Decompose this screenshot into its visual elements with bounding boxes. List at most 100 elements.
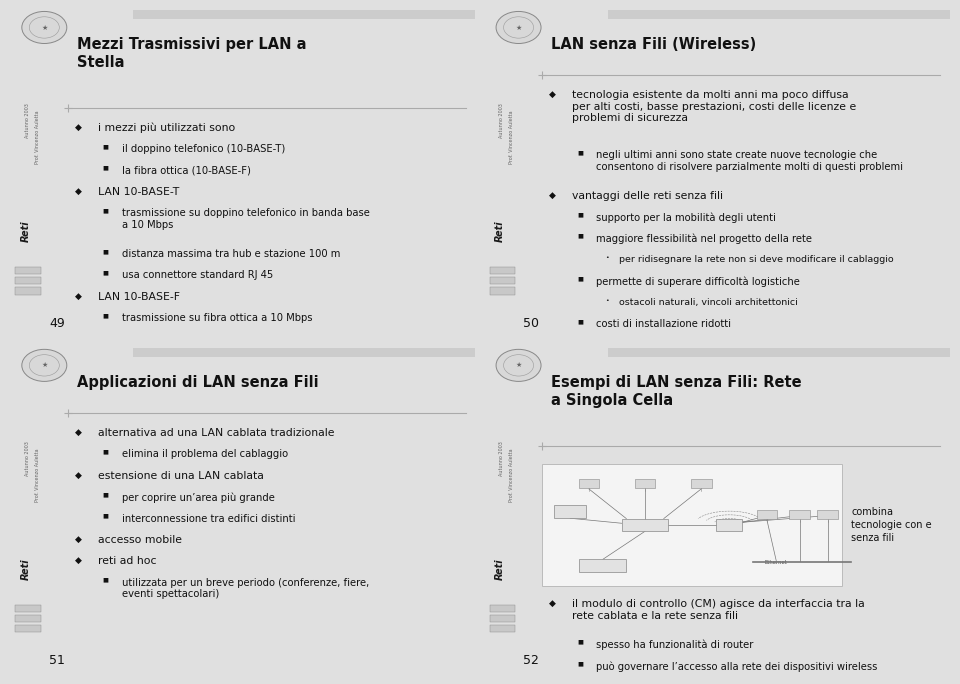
Text: combina
tecnologie con e
senza fili: combina tecnologie con e senza fili <box>852 507 932 543</box>
Text: vantaggi delle reti senza fili: vantaggi delle reti senza fili <box>572 191 724 201</box>
Text: ◆: ◆ <box>75 471 82 480</box>
Bar <box>15 625 41 633</box>
Text: i mezzi più utilizzati sono: i mezzi più utilizzati sono <box>98 123 235 133</box>
Text: ◆: ◆ <box>549 90 556 99</box>
Text: negli ultimi anni sono state create nuove tecnologie che
consentono di risolvere: negli ultimi anni sono state create nuov… <box>596 150 902 172</box>
Bar <box>716 519 742 531</box>
Text: Mezzi Trasmissivi per LAN a
Stella: Mezzi Trasmissivi per LAN a Stella <box>77 38 306 70</box>
Text: ◆: ◆ <box>75 123 82 132</box>
Bar <box>490 605 516 612</box>
Text: trasmissione su doppino telefonico in banda base
a 10 Mbps: trasmissione su doppino telefonico in ba… <box>122 209 370 230</box>
Text: ■: ■ <box>577 213 583 218</box>
Text: ■: ■ <box>103 578 108 583</box>
Text: estensione di una LAN cablata: estensione di una LAN cablata <box>98 471 264 481</box>
Text: 49: 49 <box>49 317 64 330</box>
Text: ◆: ◆ <box>549 599 556 608</box>
Bar <box>608 10 949 19</box>
Text: la fibra ottica (10-BASE-F): la fibra ottica (10-BASE-F) <box>122 166 251 176</box>
Text: ◆: ◆ <box>75 187 82 196</box>
Text: supporto per la mobilità degli utenti: supporto per la mobilità degli utenti <box>596 213 776 223</box>
Text: ■: ■ <box>577 234 583 239</box>
Text: LAN senza Fili (Wireless): LAN senza Fili (Wireless) <box>551 38 756 53</box>
Text: ■: ■ <box>103 249 108 254</box>
Text: spesso ha funzionalità di router: spesso ha funzionalità di router <box>596 640 754 650</box>
Text: Reti: Reti <box>20 220 31 242</box>
Text: reti ad hoc: reti ad hoc <box>98 556 156 566</box>
Text: Bridge or Router: Bridge or Router <box>583 563 623 568</box>
Circle shape <box>22 12 67 44</box>
Bar <box>133 10 475 19</box>
Text: •: • <box>605 255 609 260</box>
Text: alternativa ad una LAN cablata tradizionale: alternativa ad una LAN cablata tradizion… <box>98 428 335 438</box>
Text: ★: ★ <box>516 363 521 369</box>
Text: Prof. Vincenzo Auletta: Prof. Vincenzo Auletta <box>35 449 39 502</box>
Text: ■: ■ <box>577 661 583 666</box>
Text: utilizzata per un breve periodo (conferenze, fiere,
eventi spettacolari): utilizzata per un breve periodo (confere… <box>122 578 369 599</box>
Text: ■: ■ <box>577 319 583 324</box>
Text: ■: ■ <box>103 166 108 171</box>
Text: Prof. Vincenzo Auletta: Prof. Vincenzo Auletta <box>35 111 39 164</box>
Bar <box>608 347 949 357</box>
Text: il doppino telefonico (10-BASE-T): il doppino telefonico (10-BASE-T) <box>122 144 285 155</box>
Text: Prof. Vincenzo Auletta: Prof. Vincenzo Auletta <box>509 449 514 502</box>
Text: Autunno 2003: Autunno 2003 <box>25 103 30 138</box>
Text: maggiore flessibilità nel progetto della rete: maggiore flessibilità nel progetto della… <box>596 234 812 244</box>
Text: ■: ■ <box>103 514 108 518</box>
Text: CM: CM <box>726 523 733 527</box>
Text: ◆: ◆ <box>75 556 82 565</box>
Bar <box>15 277 41 285</box>
Text: Esempi di LAN senza Fili: Rete
a Singola Cella: Esempi di LAN senza Fili: Rete a Singola… <box>551 376 802 408</box>
Bar <box>490 277 516 285</box>
Text: Prof. Vincenzo Auletta: Prof. Vincenzo Auletta <box>509 111 514 164</box>
Text: Autunno 2003: Autunno 2003 <box>499 441 504 476</box>
Bar <box>490 287 516 295</box>
Text: distanza massima tra hub e stazione 100 m: distanza massima tra hub e stazione 100 … <box>122 249 340 259</box>
Text: ■: ■ <box>577 276 583 282</box>
Text: ◆: ◆ <box>75 428 82 437</box>
Text: ■: ■ <box>103 270 108 276</box>
Text: •: • <box>605 298 609 303</box>
Text: il modulo di controllo (CM) agisce da interfaccia tra la
rete cablata e la rete : il modulo di controllo (CM) agisce da in… <box>572 599 865 620</box>
Bar <box>133 347 475 357</box>
Text: Applicazioni di LAN senza Fili: Applicazioni di LAN senza Fili <box>77 376 319 391</box>
Text: può governare l’accesso alla rete dei dispositivi wireless: può governare l’accesso alla rete dei di… <box>596 661 877 672</box>
Text: LAN 10-BASE-T: LAN 10-BASE-T <box>98 187 180 197</box>
Text: accesso mobile: accesso mobile <box>98 535 182 545</box>
Text: interconnessione tra edifici distinti: interconnessione tra edifici distinti <box>122 514 295 523</box>
Bar <box>756 510 778 519</box>
Text: usa connettore standard RJ 45: usa connettore standard RJ 45 <box>122 270 273 280</box>
Text: per ridisegnare la rete non si deve modificare il cablaggio: per ridisegnare la rete non si deve modi… <box>619 255 894 264</box>
Text: ■: ■ <box>103 313 108 318</box>
Circle shape <box>496 350 541 382</box>
Bar <box>580 560 626 572</box>
Bar <box>490 625 516 633</box>
Text: ■: ■ <box>577 150 583 155</box>
Text: per coprire un’area più grande: per coprire un’area più grande <box>122 492 275 503</box>
Text: ◆: ◆ <box>75 292 82 301</box>
Text: Reti: Reti <box>494 220 505 242</box>
Bar <box>789 510 810 519</box>
Text: ★: ★ <box>516 25 521 31</box>
Text: ■: ■ <box>103 449 108 454</box>
Circle shape <box>496 12 541 44</box>
Bar <box>622 518 668 531</box>
Bar <box>490 267 516 274</box>
Bar <box>818 510 838 519</box>
Text: ★: ★ <box>41 25 47 31</box>
Text: trasmissione su fibra ottica a 10 Mbps: trasmissione su fibra ottica a 10 Mbps <box>122 313 312 324</box>
Bar <box>542 464 842 586</box>
Bar <box>15 287 41 295</box>
Bar <box>691 479 711 488</box>
Text: Server: Server <box>562 509 578 514</box>
Circle shape <box>22 350 67 382</box>
Text: ■: ■ <box>577 640 583 645</box>
Text: 51: 51 <box>49 655 65 668</box>
Text: ◆: ◆ <box>549 191 556 200</box>
Text: Reti: Reti <box>20 558 31 580</box>
Text: ◆: ◆ <box>75 535 82 544</box>
Text: Autunno 2003: Autunno 2003 <box>25 441 30 476</box>
Bar <box>15 605 41 612</box>
Text: costi di installazione ridotti: costi di installazione ridotti <box>596 319 731 329</box>
Text: ■: ■ <box>103 492 108 497</box>
Text: Reti: Reti <box>494 558 505 580</box>
